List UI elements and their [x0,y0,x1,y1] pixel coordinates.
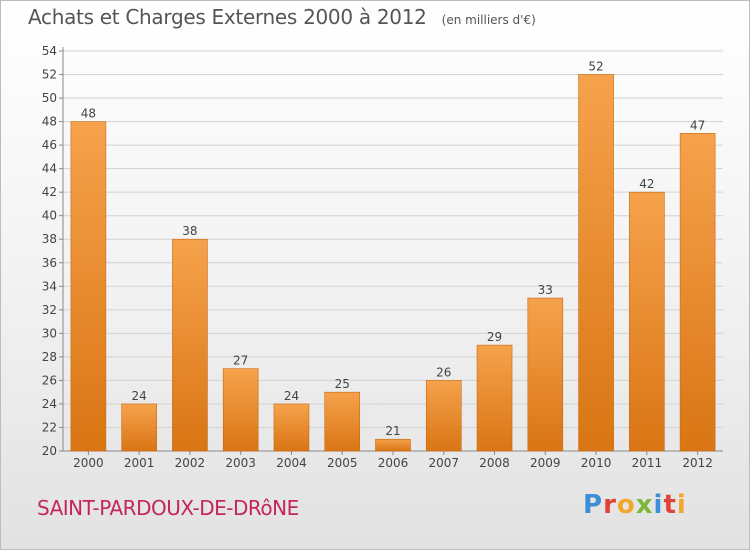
chart-unit: (en milliers d'€) [441,13,536,27]
logo-letter: i [653,490,664,520]
data-label: 29 [487,330,502,344]
y-tick-label: 32 [42,303,57,317]
bar [629,191,665,452]
y-tick-label: 36 [42,256,57,270]
data-label: 26 [436,365,451,379]
bar [222,368,259,452]
bar [578,74,614,452]
bar [70,121,107,452]
y-tick-label: 20 [42,444,57,458]
y-tick-label: 48 [42,115,57,129]
data-label: 25 [335,377,350,391]
bar [273,403,310,452]
y-tick-label: 52 [42,68,57,82]
proxiti-logo: Proxiti [583,490,687,520]
x-tick-label: 2005 [327,456,358,470]
logo-letter: x [635,490,654,520]
chart-title: Achats et Charges Externes 2000 à 2012 [28,5,427,29]
data-label: 27 [233,354,248,368]
y-tick-label: 28 [42,350,57,364]
x-tick-label: 2001 [124,456,155,470]
bar [375,438,411,452]
x-tick-label: 2008 [479,456,510,470]
data-label: 21 [385,424,400,438]
y-tick-label: 26 [42,373,57,387]
x-tick-label: 2002 [175,456,206,470]
y-tick-label: 54 [42,44,57,58]
logo-letter: r [603,490,617,520]
data-label: 24 [132,389,147,403]
bar [172,238,208,452]
x-tick-label: 2007 [428,456,459,470]
x-tick-label: 2006 [378,456,409,470]
x-tick-label: 2012 [682,456,713,470]
logo-letter: o [616,490,636,520]
y-tick-label: 46 [42,138,57,152]
x-tick-label: 2003 [225,456,256,470]
y-tick-label: 42 [42,185,57,199]
y-tick-label: 44 [42,162,57,176]
logo-letter: P [583,490,604,520]
data-label: 42 [639,177,654,191]
bar [527,297,564,452]
bar [679,133,716,452]
y-tick-label: 50 [42,91,57,105]
logo-letter: t [663,490,677,520]
data-label: 38 [182,224,197,238]
y-tick-label: 38 [42,232,57,246]
y-tick-label: 34 [42,279,57,293]
y-tick-label: 40 [42,209,57,223]
data-label: 52 [588,60,603,74]
data-label: 33 [538,283,553,297]
title-row: Achats et Charges Externes 2000 à 2012 (… [28,5,536,29]
x-tick-label: 2000 [73,456,104,470]
bar [324,391,361,452]
x-tick-label: 2010 [581,456,612,470]
bar [425,380,462,452]
bar [121,403,157,452]
bar [476,344,513,452]
data-label: 48 [81,107,96,121]
logo-letter: i [676,490,687,520]
x-tick-label: 2009 [530,456,561,470]
y-tick-label: 24 [42,397,57,411]
data-label: 47 [690,118,705,132]
x-tick-label: 2011 [632,456,663,470]
y-tick-label: 22 [42,420,57,434]
x-tick-label: 2004 [276,456,307,470]
commune-name: SAINT-PARDOUX-DE-DRôNE [37,496,299,520]
data-label: 24 [284,389,299,403]
y-tick-label: 30 [42,326,57,340]
